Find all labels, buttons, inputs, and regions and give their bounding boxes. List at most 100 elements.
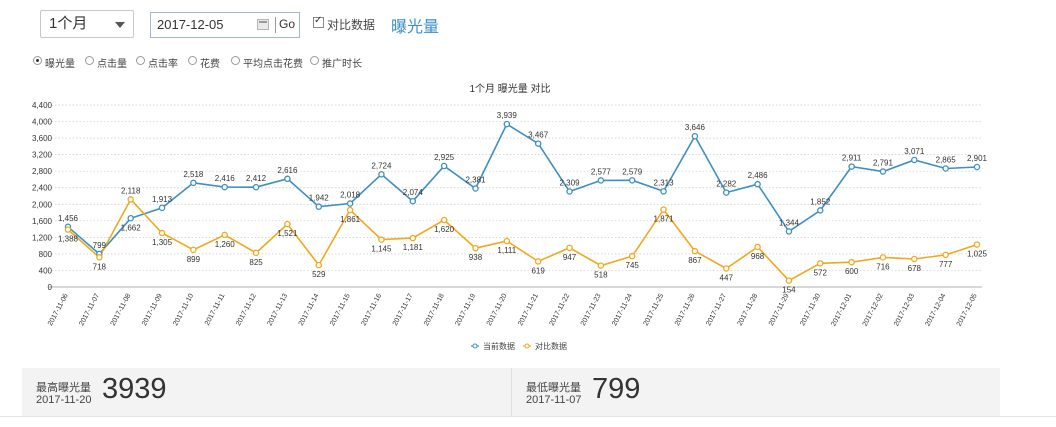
data-label: 2,416 (215, 174, 236, 183)
min-stat-date: 2017-11-07 (526, 394, 582, 406)
compare-checkbox[interactable] (313, 15, 324, 28)
radio-label[interactable]: 平均点击花费 (243, 59, 303, 70)
data-label: 518 (594, 271, 608, 280)
data-label: 1,305 (152, 238, 173, 247)
data-point-compare (64, 226, 72, 233)
data-label: 1,662 (121, 223, 142, 232)
data-label: 1,942 (309, 194, 330, 203)
metric-title: 曝光量 (391, 19, 440, 36)
data-point-current (566, 188, 573, 195)
data-label: 2,486 (748, 171, 769, 180)
data-point-current (973, 163, 981, 171)
compare-label[interactable]: 对比数据 (327, 18, 376, 32)
data-label: 745 (626, 261, 640, 270)
radio-label[interactable]: 点击量 (97, 59, 127, 70)
data-point-compare (597, 262, 605, 269)
data-point-current (722, 189, 730, 196)
min-stat-label: 最低曝光量 (526, 382, 581, 394)
data-point-compare (503, 237, 511, 245)
data-label: 867 (688, 256, 702, 265)
calendar-icon[interactable] (257, 19, 269, 30)
data-label: 1,344 (779, 218, 800, 227)
data-point-compare (660, 206, 667, 213)
period-select[interactable]: 1个月 (40, 10, 134, 38)
x-tick-label: 2017-11-07 (78, 293, 101, 328)
x-tick-label: 2017-11-25 (643, 293, 666, 328)
max-stat-date: 2017-11-20 (36, 394, 92, 406)
data-label: 619 (531, 266, 545, 275)
radio-label[interactable]: 花费 (200, 59, 220, 70)
radio-dot[interactable] (33, 56, 42, 65)
chevron-down-icon (115, 22, 125, 28)
data-point-compare (346, 206, 354, 214)
period-select-value: 1个月 (49, 15, 88, 32)
data-label: 2,074 (403, 188, 424, 197)
series-line-compare (67, 198, 978, 282)
radio-label[interactable]: 点击率 (148, 59, 178, 70)
legend-label: 对比数据 (535, 341, 567, 351)
data-label: 968 (751, 252, 765, 261)
data-label: 1,181 (403, 243, 424, 252)
data-point-current (848, 163, 855, 170)
data-point-compare (785, 277, 793, 284)
series-line-current (67, 122, 978, 256)
data-label: 2,616 (277, 166, 298, 175)
radio-dot[interactable] (231, 56, 240, 65)
data-label: 447 (720, 274, 734, 283)
data-label: 3,939 (497, 111, 518, 120)
data-point-current (942, 165, 949, 172)
data-point-current (628, 177, 636, 184)
x-tick-label: 2017-11-26 (674, 293, 697, 328)
go-button[interactable]: Go (279, 17, 296, 31)
data-point-compare (440, 216, 448, 224)
min-stat-value: 799 (592, 373, 641, 405)
radio-label[interactable]: 曝光量 (45, 59, 75, 70)
data-label: 1,913 (152, 195, 173, 204)
radio-label[interactable]: 推广时长 (322, 59, 362, 70)
date-input[interactable]: 2017-12-05 Go (150, 12, 300, 38)
x-tick-label: 2017-11-12 (235, 293, 258, 328)
data-label: 1,620 (434, 225, 455, 234)
data-point-compare (754, 243, 761, 251)
y-tick-label: 4,000 (32, 118, 53, 127)
y-tick-label: 2,800 (32, 167, 53, 176)
data-point-current (754, 180, 761, 188)
legend-marker (524, 343, 530, 349)
date-input-value[interactable]: 2017-12-05 (157, 17, 224, 32)
stats-bar: 最高曝光量 2017-11-20 3939 最低曝光量 2017-11-07 7… (22, 368, 1000, 416)
radio-dot[interactable] (85, 56, 94, 65)
data-label: 825 (249, 258, 263, 267)
data-point-compare (472, 244, 479, 252)
radio-dot[interactable] (310, 56, 319, 65)
data-label: 3,467 (528, 131, 549, 140)
data-point-current (660, 188, 667, 195)
data-label: 2,018 (340, 191, 361, 200)
data-label: 899 (187, 255, 201, 264)
chart-title: 1个月 曝光量 对比 (469, 82, 550, 95)
legend-label: 当前数据 (483, 341, 515, 351)
data-label: 600 (845, 267, 859, 276)
data-label: 2,724 (371, 161, 392, 170)
x-tick-label: 2017-11-15 (329, 293, 352, 328)
data-label: 799 (93, 241, 107, 250)
data-label: 2,911 (842, 154, 862, 163)
x-tick-label: 2017-11-24 (611, 293, 634, 328)
data-point-current (284, 175, 291, 183)
data-point-compare (628, 252, 636, 260)
radio-dot[interactable] (188, 56, 197, 65)
x-tick-label: 2017-11-19 (454, 293, 477, 328)
data-point-current (785, 228, 793, 235)
data-point-compare (378, 236, 385, 243)
data-point-compare (315, 261, 323, 269)
data-label: 3,071 (904, 147, 925, 156)
data-point-current (127, 215, 134, 222)
x-tick-label: 2017-12-02 (862, 293, 885, 328)
data-point-compare (722, 265, 730, 272)
data-point-compare (190, 246, 197, 254)
data-label: 1,861 (340, 215, 361, 224)
data-label: 2,925 (434, 153, 455, 162)
x-tick-label: 2017-11-20 (486, 293, 509, 328)
data-label: 529 (312, 270, 326, 279)
radio-dot[interactable] (136, 56, 145, 65)
x-tick-label: 2017-12-05 (956, 293, 979, 328)
